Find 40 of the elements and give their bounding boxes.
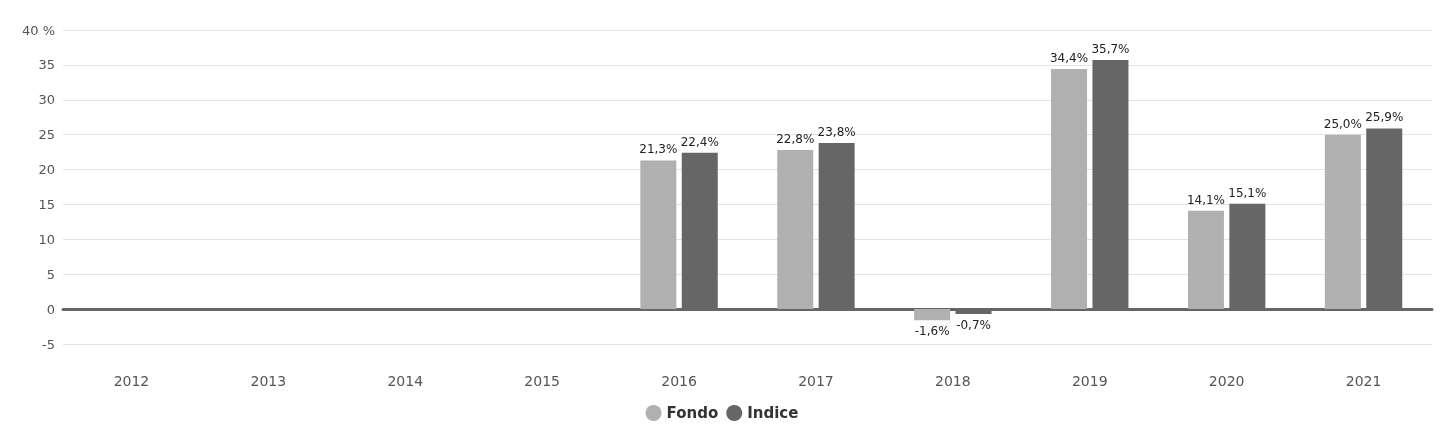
- y-tick-label: 20: [38, 162, 55, 178]
- y-tick-label: 30: [38, 92, 55, 108]
- x-tick-label: 2013: [250, 373, 287, 389]
- bar: [640, 160, 677, 310]
- x-tick-label: 2014: [387, 373, 424, 389]
- legend-label: Fondo: [666, 404, 719, 422]
- x-tick-label: 2021: [1345, 373, 1382, 389]
- y-tick-label: 25: [38, 127, 55, 143]
- data-label: 25,0%: [1323, 116, 1362, 131]
- bar: [1324, 134, 1361, 310]
- legend-label: Indice: [747, 404, 799, 422]
- y-tick-label: 40 %: [21, 22, 55, 38]
- data-label: -0,7%: [956, 318, 991, 332]
- bar: [914, 309, 951, 321]
- data-label: 22,8%: [776, 132, 815, 147]
- bar: [1187, 210, 1224, 310]
- x-tick-label: 2015: [524, 373, 560, 389]
- y-tick-label: 0: [46, 301, 55, 317]
- data-label: 14,1%: [1186, 192, 1226, 207]
- data-label: 15,1%: [1228, 185, 1267, 200]
- data-label: 22,4%: [680, 134, 719, 149]
- y-tick-label: -5: [42, 336, 55, 352]
- x-tick-label: 2017: [798, 373, 834, 389]
- x-tick-label: 2019: [1071, 373, 1108, 389]
- y-tick-label: 15: [38, 196, 55, 212]
- x-tick-label: 2020: [1208, 373, 1245, 389]
- data-label: 21,3%: [639, 142, 678, 157]
- bar: [777, 150, 814, 310]
- y-tick-label: 35: [38, 57, 55, 73]
- x-tick-label: 2016: [661, 373, 697, 389]
- y-tick-label: 10: [38, 231, 55, 247]
- bar: [1051, 69, 1088, 310]
- data-label: 23,8%: [817, 125, 856, 140]
- y-tick-label: 5: [46, 266, 55, 282]
- x-tick-label: 2018: [935, 373, 971, 389]
- x-tick-label: 2012: [113, 373, 150, 389]
- data-label: 35,7%: [1091, 42, 1130, 56]
- data-label: -1,6%: [914, 324, 950, 339]
- data-label: 34,4%: [1049, 51, 1089, 66]
- data-label: 25,9%: [1365, 110, 1404, 125]
